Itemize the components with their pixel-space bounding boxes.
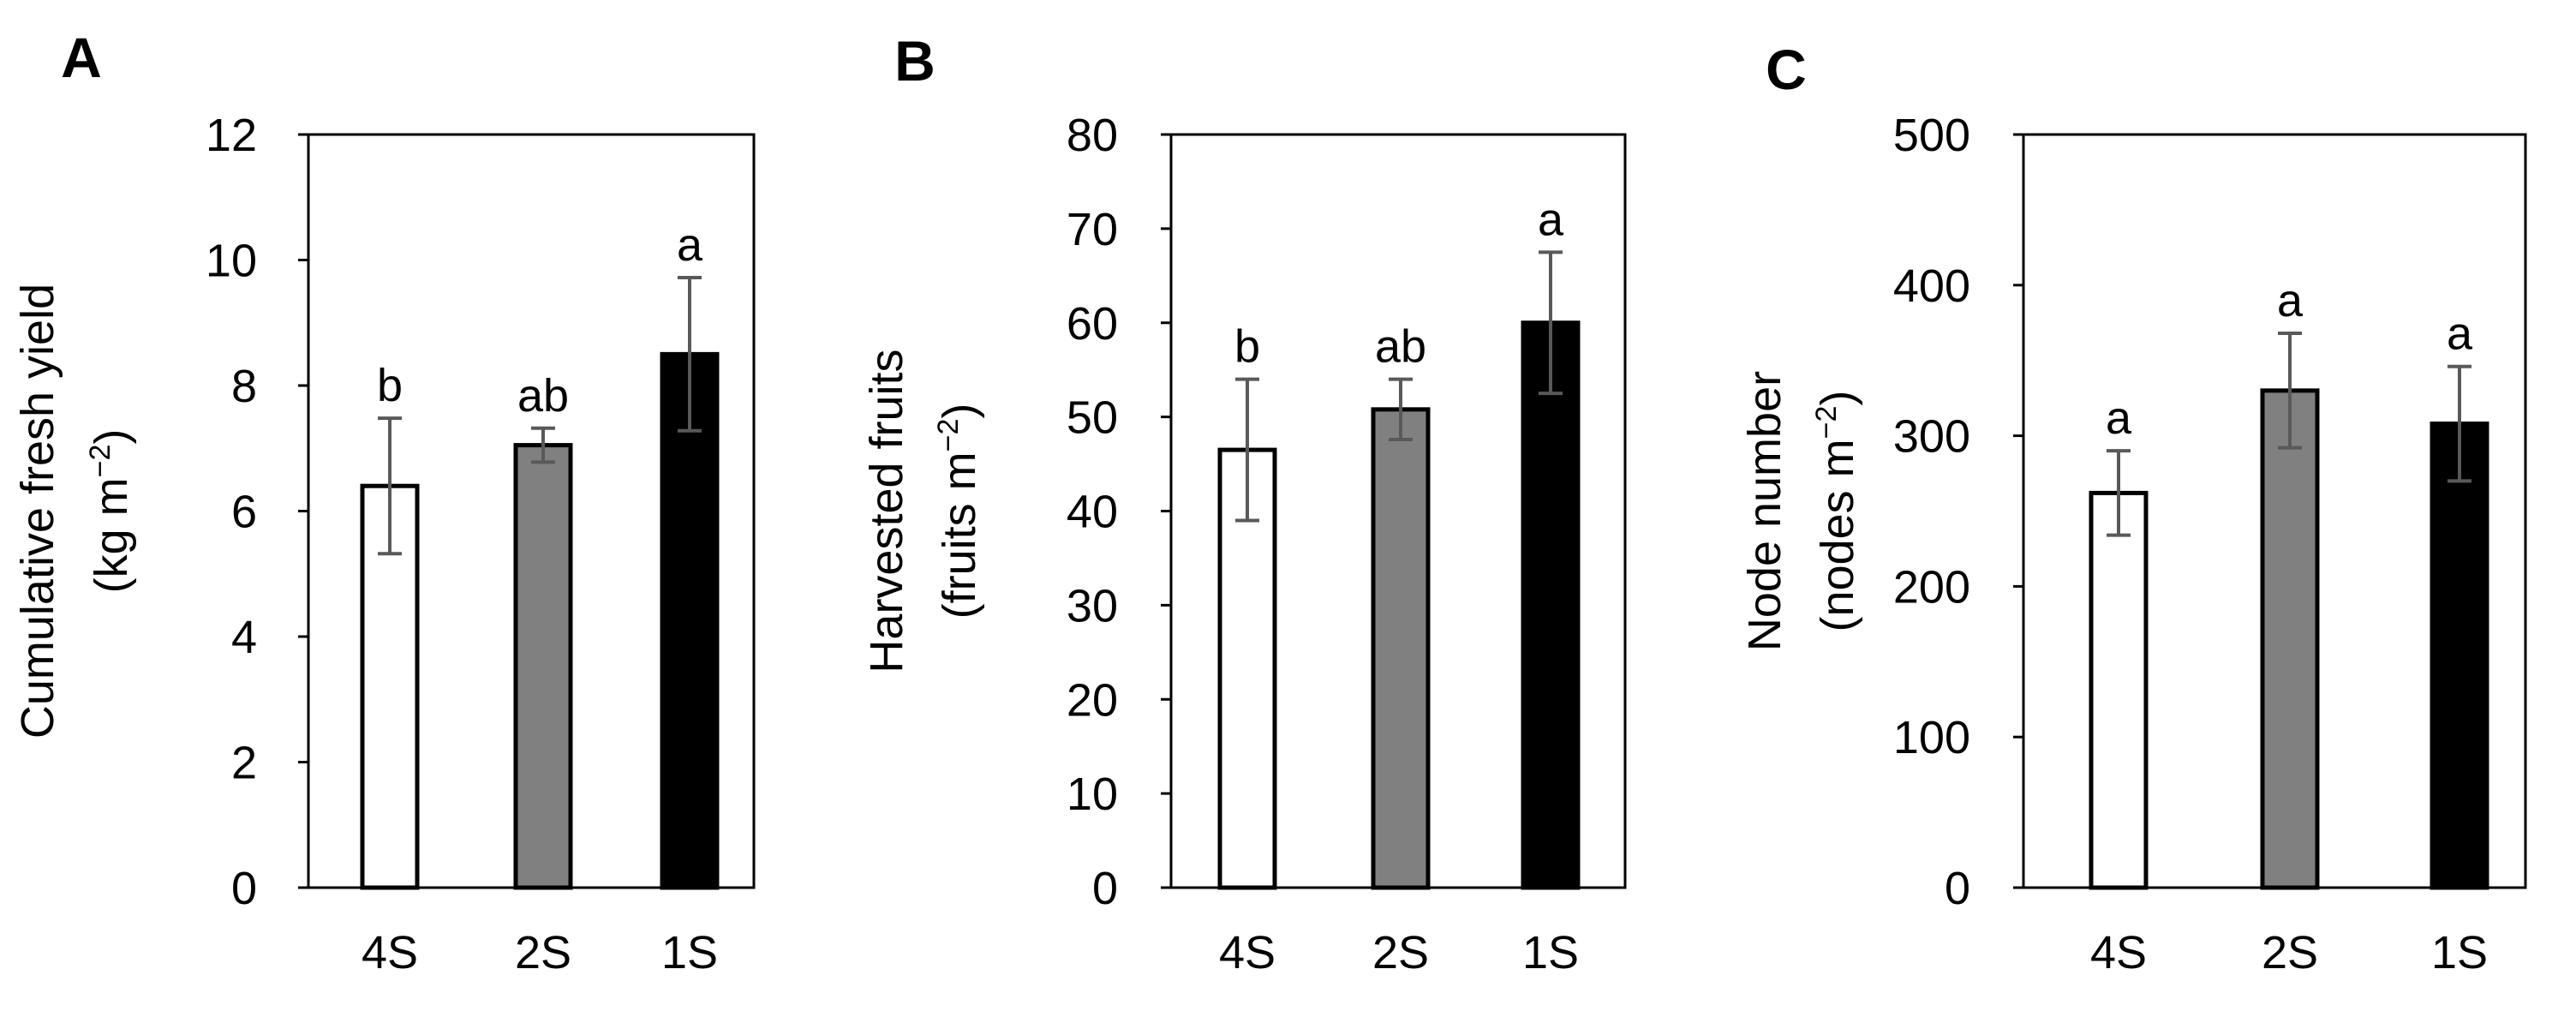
y-tick-label-b: 10 bbox=[1067, 769, 1118, 820]
y-tick-label-b: 50 bbox=[1067, 392, 1118, 444]
y-tick-label-c: 400 bbox=[1893, 260, 1970, 312]
y-tick-label-c: 300 bbox=[1893, 411, 1970, 463]
bar-b-4S bbox=[1217, 447, 1277, 890]
y-tick-label-a: 12 bbox=[206, 110, 257, 161]
y-tick-label-a: 10 bbox=[206, 236, 257, 287]
x-tick-label-a-4S: 4S bbox=[362, 927, 418, 978]
y-tick-label-c: 0 bbox=[1945, 863, 1970, 914]
bar-a-1S bbox=[660, 351, 720, 890]
y-axis-unit-text-b: (fruits m bbox=[934, 452, 985, 619]
y-tick-label-b: 30 bbox=[1067, 580, 1118, 631]
y-axis-unit-close-a: ) bbox=[86, 429, 137, 445]
y-tick-label-c: 200 bbox=[1893, 561, 1970, 613]
x-tick-label-c-2S: 2S bbox=[2262, 927, 2318, 978]
y-tick-label-b: 0 bbox=[1092, 863, 1118, 914]
significance-letter-b-4S: b bbox=[1234, 321, 1260, 373]
y-axis-unit-text-c: (nodes m bbox=[1812, 439, 1863, 631]
bar-c-2S bbox=[2260, 388, 2320, 890]
significance-letter-a-2S: ab bbox=[517, 370, 569, 422]
x-tick-label-c-4S: 4S bbox=[2090, 927, 2147, 978]
y-axis-unit-text-a: (kg m bbox=[86, 477, 137, 593]
y-tick-label-b: 60 bbox=[1067, 298, 1118, 350]
x-tick-label-b-1S: 1S bbox=[1522, 927, 1579, 978]
significance-letter-a-4S: b bbox=[377, 360, 403, 411]
panel-c: C 0 100 200 300 400 500 Node number (nodes m−2) a… bbox=[1739, 38, 2527, 978]
y-tick-label-c: 100 bbox=[1893, 712, 1970, 763]
significance-letter-b-1S: a bbox=[1538, 194, 1564, 245]
panel-b: B 0 10 20 30 40 50 60 70 80 Harvested fruits (fruit… bbox=[861, 29, 1627, 978]
y-tick-label-a: 8 bbox=[231, 361, 257, 412]
y-axis-unit-exponent-c: −2 bbox=[1810, 406, 1843, 440]
y-tick-label-b: 40 bbox=[1067, 487, 1118, 538]
y-axis-unit-exponent-b: −2 bbox=[932, 419, 965, 452]
x-tick-label-b-4S: 4S bbox=[1219, 927, 1276, 978]
panel-letter-c: C bbox=[1766, 38, 1807, 101]
x-tick-label-a-2S: 2S bbox=[515, 927, 571, 978]
y-tick-label-b: 20 bbox=[1067, 674, 1118, 726]
significance-letter-b-2S: ab bbox=[1375, 321, 1426, 373]
significance-letter-c-1S: a bbox=[2447, 308, 2473, 360]
panel-letter-a: A bbox=[61, 26, 102, 89]
y-tick-label-a: 2 bbox=[231, 738, 257, 789]
x-tick-label-c-1S: 1S bbox=[2431, 927, 2488, 978]
significance-letter-c-4S: a bbox=[2106, 392, 2132, 444]
y-tick-label-c: 500 bbox=[1893, 110, 1970, 161]
significance-letter-a-1S: a bbox=[677, 219, 703, 271]
bar-a-2S bbox=[513, 443, 573, 890]
panel-a: A 0 2 4 6 8 10 12 Cumulative fresh yield (kg m−2)… bbox=[12, 26, 756, 978]
y-tick-label-a: 6 bbox=[231, 487, 257, 538]
significance-letter-c-2S: a bbox=[2277, 275, 2304, 326]
y-axis-unit-c: (nodes m−2) bbox=[1810, 391, 1863, 632]
y-axis-label-c: Node number bbox=[1739, 371, 1790, 651]
x-tick-label-b-2S: 2S bbox=[1372, 927, 1429, 978]
y-axis-unit-close-b: ) bbox=[934, 404, 985, 419]
y-axis-label-a: Cumulative fresh yield bbox=[12, 284, 63, 739]
y-tick-label-a: 0 bbox=[231, 863, 257, 914]
bar-c-4S bbox=[2089, 490, 2149, 890]
y-axis-label-b: Harvested fruits bbox=[861, 349, 912, 673]
y-axis-unit-a: (kg m−2) bbox=[84, 429, 137, 594]
bar-b-2S bbox=[1371, 407, 1431, 890]
bar-b-1S bbox=[1521, 320, 1581, 890]
y-axis-unit-exponent-a: −2 bbox=[84, 445, 117, 478]
bar-c-1S bbox=[2430, 422, 2489, 890]
y-axis-unit-close-c: ) bbox=[1812, 391, 1863, 406]
y-tick-label-b: 70 bbox=[1067, 204, 1118, 255]
x-tick-label-a-1S: 1S bbox=[661, 927, 718, 978]
y-axis-unit-b: (fruits m−2) bbox=[932, 404, 985, 619]
y-tick-label-b: 80 bbox=[1067, 110, 1118, 161]
panel-letter-b: B bbox=[894, 29, 935, 93]
y-tick-label-a: 4 bbox=[231, 612, 257, 663]
